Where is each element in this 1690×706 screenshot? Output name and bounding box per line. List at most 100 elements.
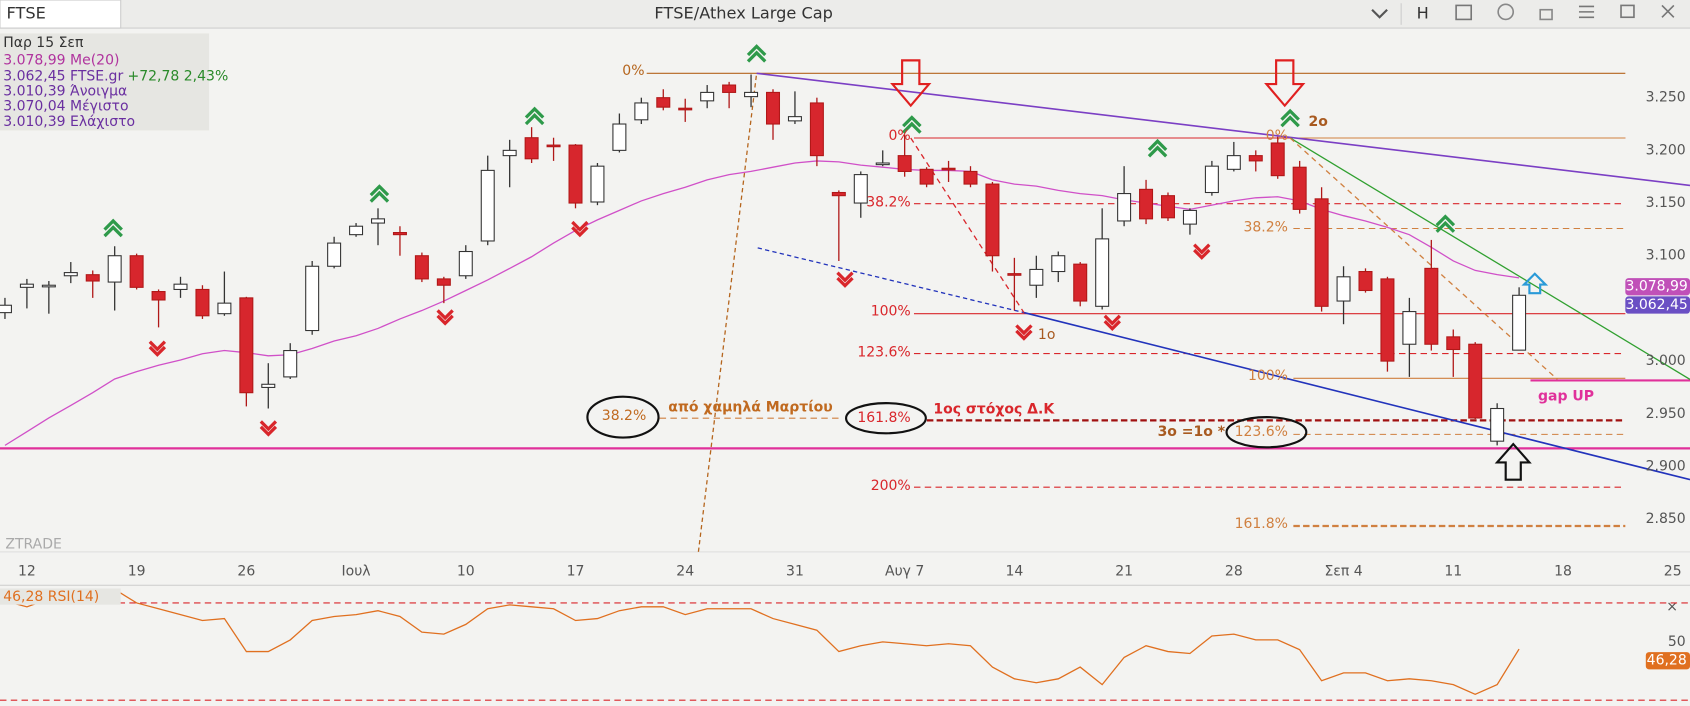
annotation: 38.2%: [602, 408, 646, 424]
annotation: 100%: [1248, 368, 1288, 384]
candle-body: [392, 232, 407, 236]
ellipse-mark: [1225, 416, 1308, 449]
candle-body: [1204, 165, 1219, 194]
annotation: 123.6%: [1235, 424, 1288, 440]
y-tick-label: 3.000: [1646, 353, 1686, 369]
ellipse-mark: [586, 395, 660, 439]
signal-down: [1015, 324, 1033, 341]
y-tick-label: 2.950: [1646, 406, 1686, 422]
candle-body: [568, 144, 583, 204]
arrow-down: [1264, 59, 1306, 108]
candle-body: [1029, 268, 1044, 286]
candle-body: [107, 255, 122, 283]
y-tick-label: 2.850: [1646, 511, 1686, 527]
candle-body: [853, 174, 868, 204]
drawing-line: [1289, 137, 1558, 380]
candle-body: [612, 123, 627, 151]
annotation: gap UP: [1538, 389, 1594, 405]
candle-body: [85, 274, 100, 282]
candle-body: [1073, 263, 1088, 302]
signal-up: [369, 184, 390, 203]
close-panel[interactable]: ×: [1666, 599, 1678, 615]
ma-line: [4, 160, 1520, 446]
candle-body: [480, 169, 495, 242]
candle-body: [1446, 336, 1461, 351]
annotation: 38.2%: [866, 195, 910, 211]
candle-body: [1248, 155, 1263, 162]
candle-body: [239, 297, 254, 394]
legend-entry: 3.078,99 Me(20): [3, 52, 119, 68]
candle-body: [590, 165, 605, 203]
candle-body: [678, 107, 693, 111]
candle-body: [831, 191, 846, 197]
symbol: FTSE: [6, 4, 45, 23]
x-tick-label: Ιουλ: [342, 563, 371, 579]
signal-down: [259, 420, 278, 437]
candle-body: [1424, 267, 1439, 345]
candle-body: [283, 350, 298, 378]
legend-entry: 3.010,39 Ελάχιστο: [3, 114, 135, 130]
chart-title: FTSE/Athex Large Cap: [654, 4, 833, 23]
rsi-title-bg: [0, 588, 121, 605]
y-tick-label: 3.150: [1646, 195, 1686, 211]
candle-body: [151, 291, 166, 301]
signal-up: [1280, 108, 1300, 128]
candle-body: [1358, 270, 1373, 292]
rsi-value-label: 46,28: [1647, 653, 1687, 669]
candle-body: [1314, 198, 1329, 307]
candle-body: [1182, 209, 1197, 225]
candle-body: [1095, 238, 1110, 307]
icon-close[interactable]: [1661, 4, 1675, 18]
y-tick-label: 3.200: [1646, 142, 1686, 158]
dropdown[interactable]: [1371, 8, 1388, 19]
candle-body: [1292, 166, 1307, 210]
y-tick-label: 2.900: [1646, 458, 1686, 474]
candle-body: [875, 162, 890, 166]
legend-box: [0, 33, 210, 131]
icon-menu[interactable]: [1578, 5, 1595, 19]
icon-window[interactable]: [1455, 4, 1473, 21]
candle-body: [63, 272, 78, 277]
annotation: 161.8%: [857, 410, 910, 426]
candle-body: [349, 225, 364, 236]
candle-body: [700, 91, 715, 102]
candle-body: [1051, 255, 1066, 273]
candle-body: [41, 284, 56, 288]
icon-comment[interactable]: [1497, 3, 1515, 21]
candle-body: [765, 91, 781, 125]
candle-body: [19, 283, 34, 288]
icon-lock[interactable]: [1539, 8, 1553, 21]
signal-down: [1103, 314, 1121, 332]
candle-body: [809, 102, 824, 157]
ellipse-mark: [845, 402, 927, 435]
annotation: 0%: [1266, 128, 1288, 144]
annotation: 200%: [871, 478, 911, 494]
candle-body: [371, 218, 386, 224]
arrow-up-blue: [1521, 272, 1549, 295]
legend-entry: 3.070,04 Μέγιστο: [3, 99, 128, 115]
candle-body: [1512, 294, 1527, 351]
candle-body: [1336, 276, 1351, 302]
candle-body: [941, 167, 956, 171]
x-tick-label: 10: [457, 563, 475, 579]
candle-body: [261, 383, 276, 388]
x-tick-label: 17: [567, 563, 585, 579]
icon-restore[interactable]: [1620, 4, 1635, 19]
candle-body: [305, 265, 320, 332]
candle-body: [1380, 278, 1395, 362]
drawing-line: [697, 73, 758, 552]
legend-entry: 3.010,39 Άνοιγμα: [3, 84, 127, 100]
signal-up: [1435, 214, 1456, 233]
candle-body: [1402, 311, 1417, 345]
x-tick-label: 25: [1664, 563, 1682, 579]
x-tick-label: 18: [1554, 563, 1572, 579]
symbol-input[interactable]: [0, 0, 122, 29]
candle-body: [634, 102, 649, 121]
x-tick-label: 28: [1225, 563, 1243, 579]
x-tick-label: 21: [1115, 563, 1133, 579]
h-button[interactable]: H: [1417, 4, 1429, 23]
annotation: από χαμηλά Μαρτίου: [668, 399, 833, 415]
candle-body: [963, 170, 978, 185]
signal-up: [103, 218, 123, 238]
x-tick-label: 31: [786, 563, 804, 579]
